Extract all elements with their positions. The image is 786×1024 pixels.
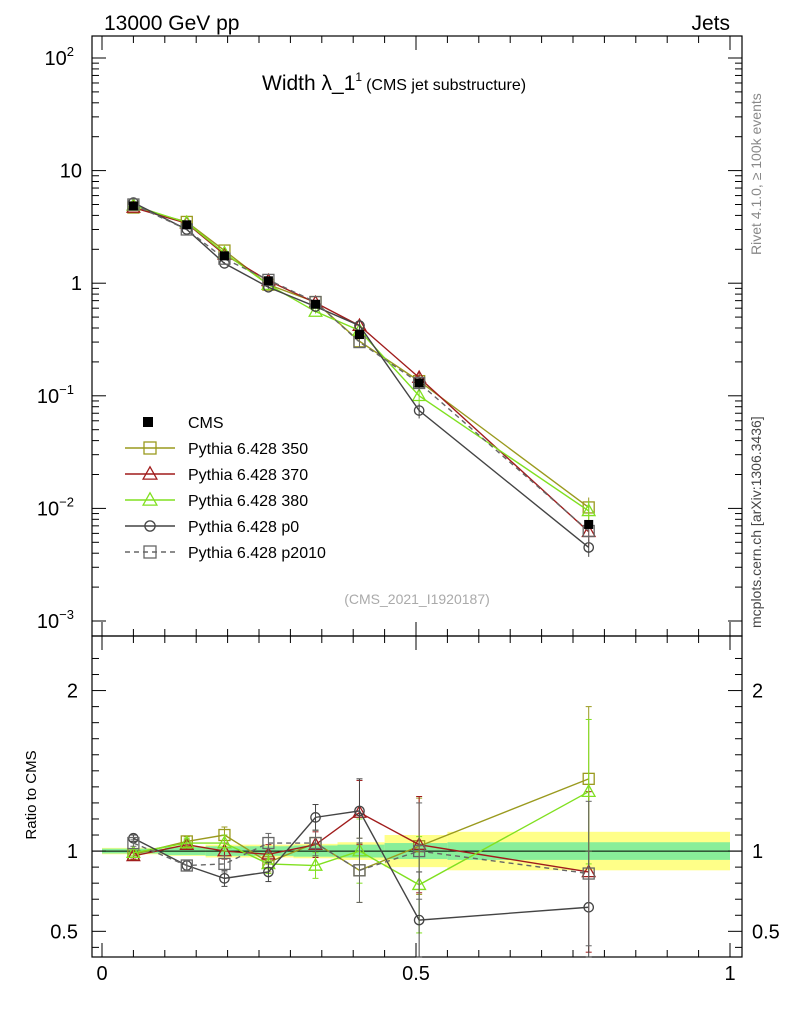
ratio-point: [412, 844, 426, 858]
ratio-axes: 0.5 0.5 1 1 2 2 0 0.5 1: [50, 635, 780, 985]
ratio-point: [262, 836, 275, 850]
series-point: [581, 502, 597, 517]
rivet-label: Rivet 4.1.0, ≥ 100k events: [748, 93, 764, 255]
legend-marker: [143, 545, 157, 559]
legend-label: Pythia 6.428 p0: [188, 519, 299, 536]
tick-exponent: 2: [67, 44, 74, 59]
ratio-series-line: [133, 778, 589, 872]
main-y-tick-label: 102: [45, 44, 74, 70]
title-subtitle: (CMS jet substructure): [366, 77, 526, 94]
tick-base: 10: [45, 48, 67, 70]
ratio-point: [354, 805, 365, 817]
tick-base: 10: [37, 386, 59, 408]
legend-cms-marker: [143, 417, 153, 427]
ratio-point: [413, 914, 425, 926]
energy-label: 13000 GeV pp: [104, 12, 239, 35]
cms-data-point: [414, 378, 424, 388]
series-point: [262, 273, 275, 287]
ratio-series-line: [133, 811, 589, 873]
cms-data-point: [584, 519, 594, 529]
tick-base: 10: [60, 161, 82, 183]
ratio-uncertainty-bands: [92, 831, 742, 871]
ratio-point: [125, 847, 141, 862]
ratio-point: [180, 859, 193, 872]
ratio-point: [581, 783, 597, 798]
cms-data-point: [182, 220, 192, 230]
legend-marker: [144, 520, 156, 532]
ratio-point: [125, 844, 141, 858]
ratio-series-line: [133, 842, 589, 875]
x-tick-label: 0.5: [402, 963, 430, 985]
x-tick-label: 0: [96, 963, 107, 985]
ratio-ylabel: Ratio to CMS: [23, 750, 40, 839]
ratio-point: [218, 857, 231, 871]
legend-label: Pythia 6.428 p2010: [188, 545, 326, 562]
main-y-tick-label: 10−3: [37, 607, 74, 633]
x-tick-label: 1: [724, 963, 735, 985]
cms-data-point: [128, 201, 138, 211]
main-series: [125, 197, 597, 557]
tick-base: 1: [71, 273, 82, 295]
ratio-y-tick-label-right: 0.5: [752, 921, 780, 943]
cms-data-point: [311, 299, 321, 309]
legend-marker: [141, 465, 159, 480]
tick-base: 10: [37, 498, 59, 520]
ratio-y-tick-label-right: 2: [752, 681, 763, 703]
analysis-id: (CMS_2021_I1920187): [344, 591, 490, 607]
title-main: Width λ_1: [262, 72, 355, 95]
ratio-series: [125, 706, 597, 958]
legend: CMS Pythia 6.428 350 Pythia 6.428 370 Pythi…: [125, 415, 326, 562]
legend-label: Pythia 6.428 370: [188, 467, 308, 484]
ratio-y-tick-label: 0.5: [50, 921, 78, 943]
ratio-point: [308, 857, 323, 871]
legend-label: Pythia 6.428 380: [188, 493, 308, 510]
ratio-series-line: [133, 810, 589, 921]
source-label: mcplots.cern.ch [arXiv:1306.3436]: [748, 416, 764, 628]
ratio-point: [310, 812, 321, 823]
ratio-point: [127, 836, 140, 850]
legend-label: Pythia 6.428 350: [188, 441, 308, 458]
main-y-tick-label: 1: [71, 273, 82, 295]
main-y-tick-label: 10: [60, 161, 82, 183]
main-y-tick-label: 10−2: [37, 494, 74, 520]
series-point: [413, 405, 425, 416]
ratio-point: [353, 864, 366, 877]
series-point: [412, 376, 426, 390]
legend-cms-label: CMS: [188, 415, 224, 432]
ratio-point: [179, 835, 195, 849]
ratio-series-line: [133, 791, 590, 886]
chart-title: Width λ_11 (CMS jet substructure): [262, 70, 526, 95]
cms-data-point: [354, 330, 364, 340]
series-line: [133, 206, 590, 508]
title-superscript: 1: [355, 70, 362, 84]
legend-marker: [143, 441, 157, 455]
ratio-point: [263, 866, 274, 878]
tick-exponent: −1: [59, 382, 74, 397]
tick-exponent: −2: [59, 494, 74, 509]
series-line: [133, 204, 590, 512]
ratio-point: [582, 867, 595, 880]
ratio-point: [217, 835, 232, 849]
cms-data-point: [219, 251, 229, 261]
category-label: Jets: [691, 12, 730, 35]
tick-base: 10: [37, 611, 59, 633]
cms-data-point: [263, 276, 273, 286]
ratio-point: [309, 836, 322, 850]
ratio-y-tick-label: 1: [67, 841, 78, 863]
ratio-point: [219, 873, 230, 884]
ratio-y-tick-label: 2: [67, 681, 78, 703]
tick-exponent: −3: [59, 607, 74, 622]
main-y-tick-label: 10−1: [37, 382, 74, 408]
series-point: [411, 387, 427, 402]
legend-marker: [141, 491, 159, 506]
series-line: [133, 203, 590, 532]
ratio-y-tick-label-right: 1: [752, 841, 763, 863]
